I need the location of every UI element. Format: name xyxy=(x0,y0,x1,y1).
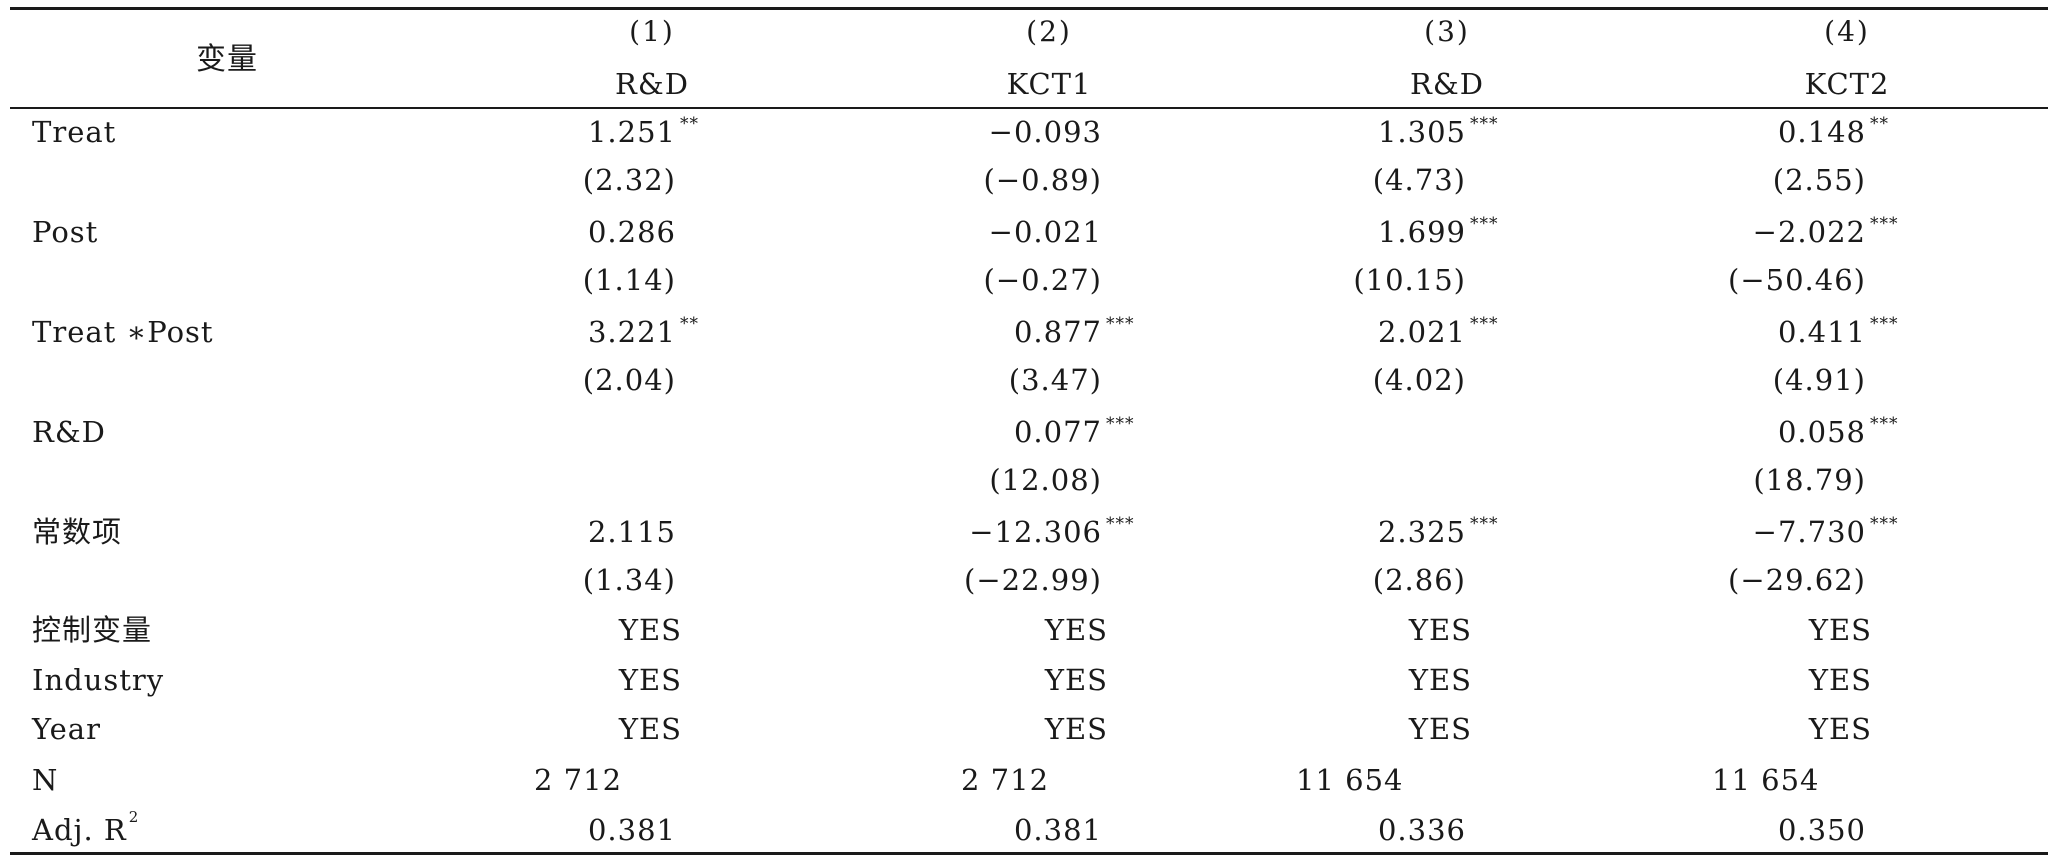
coefficient: 0.058 xyxy=(1777,415,1866,449)
column-number: (4) xyxy=(1824,15,1870,48)
control-indicator: YES xyxy=(1408,663,1472,697)
top-rule xyxy=(10,7,2048,10)
adj-r2-value: 0.350 xyxy=(1777,813,1866,847)
coefficient: 0.148 xyxy=(1777,115,1866,149)
row-label: Industry xyxy=(32,663,165,697)
row-label: R&D xyxy=(32,415,106,449)
coefficient: −7.730 xyxy=(1752,515,1866,549)
column-dep-var: R&D xyxy=(615,67,689,101)
column-number: (3) xyxy=(1424,15,1470,48)
coefficient: 3.221 xyxy=(587,315,676,349)
coefficient: 0.286 xyxy=(587,215,676,249)
row-label: Year xyxy=(32,712,101,746)
significance-stars: *** xyxy=(1470,114,1499,134)
significance-stars: *** xyxy=(1870,414,1899,434)
row-label: Treat ∗Post xyxy=(32,315,214,349)
superscript: 2 xyxy=(128,808,139,826)
column-dep-var: KCT2 xyxy=(1804,67,1890,101)
header-rule xyxy=(10,107,2048,109)
significance-stars: *** xyxy=(1870,514,1899,534)
column-number: (1) xyxy=(629,15,675,48)
coefficient: 1.251 xyxy=(587,115,676,149)
control-indicator: YES xyxy=(1808,663,1872,697)
row-label: N xyxy=(32,763,59,797)
significance-stars: *** xyxy=(1106,314,1135,334)
significance-stars: *** xyxy=(1470,314,1499,334)
significance-stars: *** xyxy=(1870,214,1899,234)
header-row-label: 变量 xyxy=(196,42,258,77)
observations-value: 2 712 xyxy=(961,763,1050,797)
coefficient: −0.021 xyxy=(988,215,1102,249)
coefficient: 0.077 xyxy=(1013,415,1102,449)
significance-stars: *** xyxy=(1106,514,1135,534)
observations-value: 11 654 xyxy=(1296,763,1404,797)
bottom-rule xyxy=(10,852,2048,855)
significance-stars: *** xyxy=(1470,214,1499,234)
control-indicator: YES xyxy=(1408,712,1472,746)
t-statistic: (2.55) xyxy=(1772,163,1866,197)
control-indicator: YES xyxy=(1044,663,1108,697)
coefficient: 0.877 xyxy=(1013,315,1102,349)
control-indicator: YES xyxy=(618,663,682,697)
t-statistic: (−50.46) xyxy=(1728,263,1866,297)
coefficient: 0.411 xyxy=(1777,315,1866,349)
coefficient: −2.022 xyxy=(1752,215,1866,249)
t-statistic: (−29.62) xyxy=(1728,563,1866,597)
control-indicator: YES xyxy=(1408,613,1472,647)
control-indicator: YES xyxy=(618,712,682,746)
column-number: (2) xyxy=(1026,15,1072,48)
t-statistic: (−22.99) xyxy=(964,563,1102,597)
control-indicator: YES xyxy=(1044,613,1108,647)
t-statistic: (2.86) xyxy=(1372,563,1466,597)
observations-value: 11 654 xyxy=(1712,763,1820,797)
significance-stars: ** xyxy=(680,114,699,134)
coefficient: 1.305 xyxy=(1377,115,1466,149)
coefficient: 2.115 xyxy=(587,515,676,549)
t-statistic: (10.15) xyxy=(1353,263,1466,297)
t-statistic: (1.14) xyxy=(582,263,676,297)
t-statistic: (12.08) xyxy=(989,463,1102,497)
column-dep-var: KCT1 xyxy=(1006,67,1092,101)
control-indicator: YES xyxy=(1808,712,1872,746)
t-statistic: (−0.89) xyxy=(983,163,1102,197)
t-statistic: (4.02) xyxy=(1372,363,1466,397)
t-statistic: (4.91) xyxy=(1772,363,1866,397)
row-label: Adj. R xyxy=(32,813,127,847)
coefficient: −12.306 xyxy=(969,515,1102,549)
coefficient: 2.021 xyxy=(1377,315,1466,349)
control-indicator: YES xyxy=(618,613,682,647)
control-indicator: YES xyxy=(1808,613,1872,647)
adj-r2-value: 0.381 xyxy=(587,813,676,847)
t-statistic: (18.79) xyxy=(1753,463,1866,497)
t-statistic: (2.04) xyxy=(582,363,676,397)
adj-r2-value: 0.336 xyxy=(1377,813,1466,847)
significance-stars: *** xyxy=(1870,314,1899,334)
t-statistic: (2.32) xyxy=(582,163,676,197)
row-label: Treat xyxy=(32,115,117,149)
coefficient: 2.325 xyxy=(1377,515,1466,549)
t-statistic: (1.34) xyxy=(582,563,676,597)
row-label: Post xyxy=(32,215,99,249)
significance-stars: *** xyxy=(1470,514,1499,534)
adj-r2-value: 0.381 xyxy=(1013,813,1102,847)
t-statistic: (3.47) xyxy=(1008,363,1102,397)
significance-stars: *** xyxy=(1106,414,1135,434)
significance-stars: ** xyxy=(680,314,699,334)
control-indicator: YES xyxy=(1044,712,1108,746)
row-label: 控制变量 xyxy=(32,613,153,647)
t-statistic: (4.73) xyxy=(1372,163,1466,197)
significance-stars: ** xyxy=(1870,114,1889,134)
observations-value: 2 712 xyxy=(534,763,623,797)
t-statistic: (−0.27) xyxy=(983,263,1102,297)
coefficient: −0.093 xyxy=(988,115,1102,149)
column-dep-var: R&D xyxy=(1410,67,1484,101)
coefficient: 1.699 xyxy=(1377,215,1466,249)
row-label: 常数项 xyxy=(32,515,123,549)
